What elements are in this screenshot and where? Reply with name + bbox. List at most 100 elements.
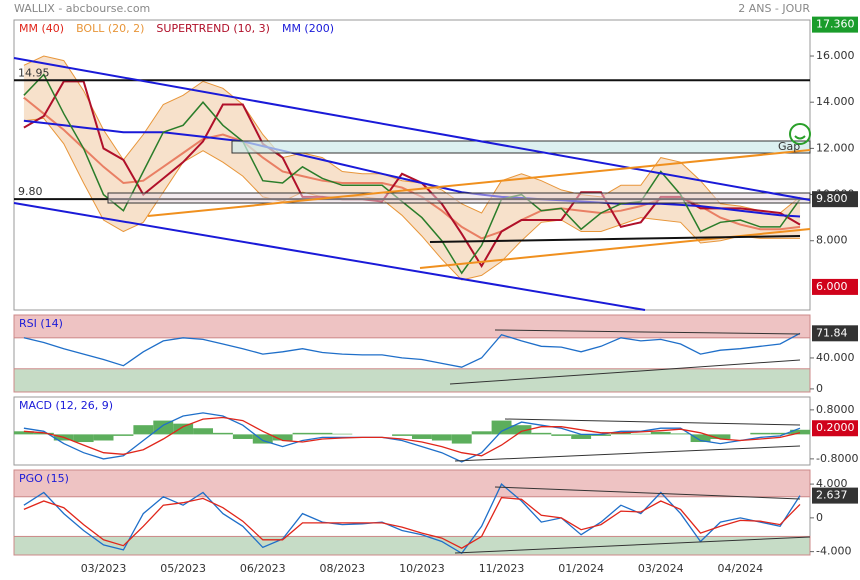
legend-entry: BOLL (20, 2) xyxy=(76,22,144,35)
x-tick-label: 06/2023 xyxy=(240,562,286,575)
price-line xyxy=(23,73,801,275)
trendline xyxy=(13,202,646,311)
trendline xyxy=(429,235,801,243)
histogram-bar xyxy=(272,434,293,441)
x-tick-label: 08/2023 xyxy=(319,562,365,575)
y-tick-label: 8.000 xyxy=(816,234,848,247)
trendline xyxy=(454,536,811,554)
histogram-bar xyxy=(710,434,731,439)
histogram-bar xyxy=(591,434,611,436)
value-box-label: 6.000 xyxy=(816,280,848,293)
histogram-bar xyxy=(292,432,313,435)
y-tick-label: 40.000 xyxy=(816,351,855,364)
histogram-bar xyxy=(511,425,532,435)
zone-band xyxy=(13,368,811,393)
x-tick-label: 04/2024 xyxy=(717,562,763,575)
x-tick-label: 03/2023 xyxy=(81,562,127,575)
histogram-bar xyxy=(332,433,353,435)
histogram-bar xyxy=(750,432,771,435)
legend-entry: MM (40) xyxy=(19,22,64,35)
histogram-bar xyxy=(431,434,452,441)
panel-title: RSI (14) xyxy=(19,317,63,330)
trendline xyxy=(494,329,801,335)
value-box-label: 71.84 xyxy=(816,326,848,339)
series-line xyxy=(23,332,801,368)
legend-entry: MM (200) xyxy=(282,22,334,35)
y-tick-label: -4.000 xyxy=(816,545,851,558)
band-upper xyxy=(23,55,801,214)
y-tick-label: 4.000 xyxy=(816,477,848,490)
histogram-bar xyxy=(451,434,472,444)
gap-zone xyxy=(231,140,811,154)
y-tick-label: 0 xyxy=(816,511,823,524)
histogram-bar xyxy=(392,434,412,436)
value-box-label: 17.360 xyxy=(816,18,855,31)
histogram-bar xyxy=(93,434,114,441)
histogram-bar xyxy=(33,432,54,435)
band-lower xyxy=(23,117,800,281)
histogram-bar xyxy=(571,434,592,439)
smiley xyxy=(789,123,811,145)
x-tick-label: 03/2024 xyxy=(638,562,684,575)
series-line xyxy=(23,483,801,555)
value-box xyxy=(812,420,858,437)
value-box-label: 9.800 xyxy=(816,192,848,205)
histogram-bar xyxy=(551,434,572,436)
histogram-bar xyxy=(312,432,333,435)
histogram-bar xyxy=(113,434,134,436)
trendline xyxy=(147,149,811,217)
y-tick-label: 14.000 xyxy=(816,95,855,108)
histogram-bar xyxy=(611,432,631,435)
zone-band xyxy=(13,314,811,339)
level-label: 14.95 xyxy=(18,66,50,79)
level-label: 9.80 xyxy=(18,185,43,198)
trendline xyxy=(419,228,811,269)
series-line xyxy=(23,496,801,549)
histogram-bar xyxy=(14,431,34,435)
smiley xyxy=(794,135,806,140)
x-tick-label: 11/2023 xyxy=(479,562,525,575)
series-line xyxy=(23,119,801,218)
histogram-bar xyxy=(133,425,154,435)
histogram-bar xyxy=(690,434,711,443)
zone xyxy=(107,192,811,204)
value-box-label: 0.2000 xyxy=(816,421,855,434)
site-title: WALLIX - abcbourse.com xyxy=(14,2,150,15)
value-box xyxy=(812,325,858,342)
histogram-bar xyxy=(153,420,174,435)
value-box xyxy=(812,16,858,33)
value-box xyxy=(812,191,858,208)
y-tick-label: -0.8000 xyxy=(816,452,858,465)
histogram-bar xyxy=(173,423,194,435)
histogram-bar xyxy=(770,432,791,435)
x-tick-label: 01/2024 xyxy=(558,562,604,575)
annotation: Gap xyxy=(778,140,800,153)
trendline xyxy=(454,445,801,462)
histogram-bar xyxy=(232,434,253,439)
histogram-bar xyxy=(213,432,233,435)
y-tick-label: 0.8000 xyxy=(816,403,855,416)
value-box xyxy=(812,278,858,295)
histogram-bar xyxy=(73,434,94,443)
trendline xyxy=(13,57,811,201)
period: 2 ANS - JOUR xyxy=(738,2,810,15)
x-tick-label: 05/2023 xyxy=(160,562,206,575)
histogram-bar xyxy=(670,433,691,435)
series-line xyxy=(23,416,801,457)
histogram-bar xyxy=(650,431,671,435)
histogram-bar xyxy=(630,433,651,435)
trendline xyxy=(449,359,801,385)
panel-title: PGO (15) xyxy=(19,472,69,485)
histogram-bar xyxy=(531,432,552,435)
series-line xyxy=(23,412,801,463)
legend-entry: SUPERTREND (10, 3) xyxy=(156,22,270,35)
histogram-bar xyxy=(491,420,512,435)
value-box xyxy=(812,487,858,504)
trendline xyxy=(494,486,801,500)
histogram-bar xyxy=(193,428,213,435)
zone-band xyxy=(13,469,811,498)
histogram-bar xyxy=(252,434,273,444)
histogram-bar xyxy=(412,434,432,439)
y-tick-label: 12.000 xyxy=(816,141,855,154)
